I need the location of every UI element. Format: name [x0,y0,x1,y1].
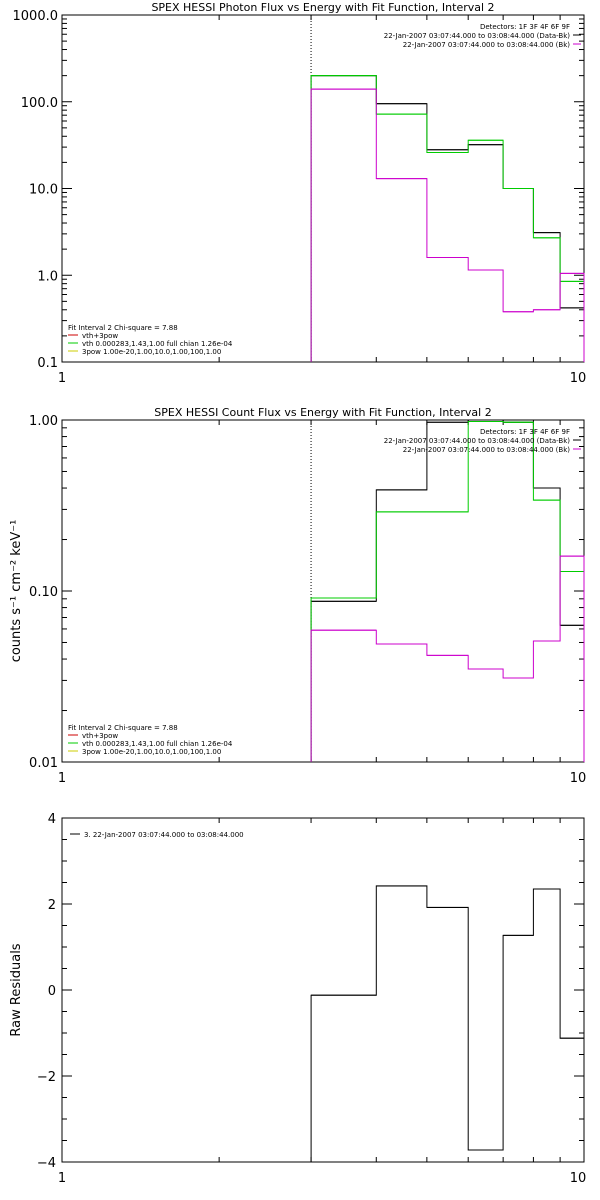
y-tick-label: −4 [37,1156,56,1171]
y-tick-label: −2 [37,1070,56,1085]
x-ticks [61,420,585,762]
legend-entry: 22-Jan-2007 03:07:44.000 to 03:08:44.000… [403,41,571,49]
axes-frame [61,817,585,1163]
series-line [310,421,585,762]
y-tick-label: 10.0 [29,183,58,198]
x-tick-label: 10 [570,771,587,786]
series-group [310,75,585,362]
series-line [310,75,585,362]
y-tick-label: 100.0 [21,96,58,111]
legend-entry: Fit Interval 2 Chi-square = 7.88 [68,724,178,732]
y-ticks [62,817,584,1163]
y-tick-label: 2 [48,898,56,913]
legend-entry: 22-Jan-2007 03:07:44.000 to 03:08:44.000… [384,32,571,40]
y-tick-label: 0.01 [29,756,58,771]
series-group [310,419,585,762]
chart-title: SPEX HESSI Count Flux vs Energy with Fit… [154,406,491,419]
x-tick-label: 1 [58,771,66,786]
legend-entry: 3pow 1.00e-20,1.00,10.0,1.00,100,1.00 [82,348,221,356]
series-line [310,885,585,1162]
y-axis-label: counts s⁻¹ cm⁻² keV⁻¹ [9,520,24,663]
y-axis-label: Raw Residuals [9,943,24,1036]
y-ticks [62,419,584,763]
legend-entry: Fit Interval 2 Chi-square = 7.88 [68,324,178,332]
y-tick-label: 1.00 [29,414,58,429]
legend-entry: 3pow 1.00e-20,1.00,10.0,1.00,100,1.00 [82,748,221,756]
series-line [310,88,585,362]
legend-entry: 22-Jan-2007 03:07:44.000 to 03:08:44.000… [384,437,571,445]
panel-3: 1 10 −4 −2 0 2 4 Raw Residuals 3. 22-Jan-2007 03… [9,812,586,1186]
y-tick-label: 0.10 [29,585,58,600]
x-tick-label: 10 [570,371,587,386]
y-tick-label: 1.0 [37,269,58,284]
y-tick-label: 0 [48,984,56,999]
legend-top-left: 3. 22-Jan-2007 03:07:44.000 to 03:08:44.… [70,831,244,839]
x-ticks [61,818,585,1162]
legend-bottom-left: Fit Interval 2 Chi-square = 7.88vth+3pow… [68,324,233,356]
panel-2: SPEX HESSI Count Flux vs Energy with Fit… [9,406,586,786]
panel-1: SPEX HESSI Photon Flux vs Energy with Fi… [13,1,587,386]
legend-bottom-left: Fit Interval 2 Chi-square = 7.88vth+3pow… [68,724,233,756]
y-ticks [62,14,584,363]
y-tick-label: 1000.0 [13,9,59,24]
series-line [310,555,585,762]
series-group [310,885,585,1162]
legend-entry: vth+3pow [82,732,118,740]
x-tick-label: 1 [58,371,66,386]
y-tick-label: 4 [48,812,56,827]
x-tick-label: 10 [570,1171,587,1186]
legend-entry: Detectors: 1F 3F 4F 6F 9F [480,428,570,436]
legend-entry: 22-Jan-2007 03:07:44.000 to 03:08:44.000… [403,446,571,454]
x-tick-label: 1 [58,1171,66,1186]
series-line [310,419,585,762]
y-tick-label: 0.1 [37,356,58,371]
legend-entry: vth+3pow [82,332,118,340]
legend-entry: 3. 22-Jan-2007 03:07:44.000 to 03:08:44.… [84,831,244,839]
legend-entry: Detectors: 1F 3F 4F 6F 9F [480,23,570,31]
series-line [310,75,585,362]
legend-entry: vth 0.000283,1.43,1.00 full chian 1.26e-… [82,740,233,748]
chart-title: SPEX HESSI Photon Flux vs Energy with Fi… [151,1,494,14]
legend-entry: vth 0.000283,1.43,1.00 full chian 1.26e-… [82,340,233,348]
axes-frame [61,419,585,763]
